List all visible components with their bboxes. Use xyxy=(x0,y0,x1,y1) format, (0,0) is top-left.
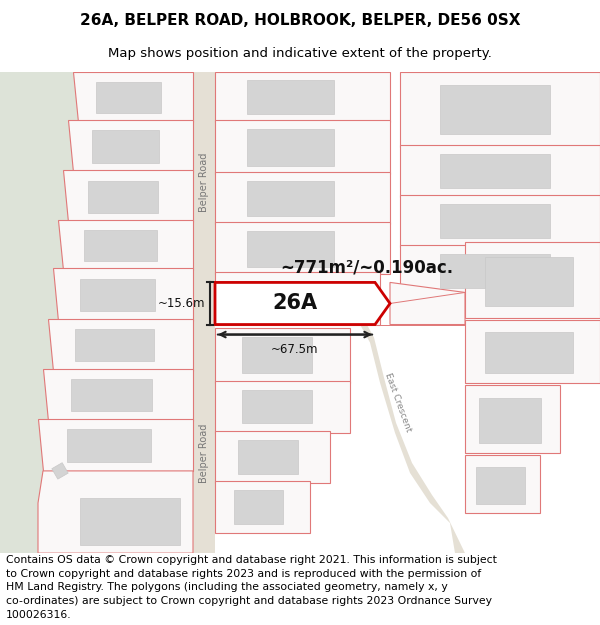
Polygon shape xyxy=(247,181,334,216)
Polygon shape xyxy=(476,466,525,504)
Text: Map shows position and indicative extent of the property.: Map shows position and indicative extent… xyxy=(108,48,492,61)
Polygon shape xyxy=(68,120,193,172)
Polygon shape xyxy=(215,272,380,324)
Text: ~15.6m: ~15.6m xyxy=(157,297,205,310)
Polygon shape xyxy=(215,120,390,174)
Polygon shape xyxy=(53,268,193,321)
Polygon shape xyxy=(238,439,298,474)
Polygon shape xyxy=(96,82,161,113)
Polygon shape xyxy=(400,246,600,298)
Polygon shape xyxy=(242,389,312,423)
Polygon shape xyxy=(215,431,330,483)
Polygon shape xyxy=(58,220,193,271)
Polygon shape xyxy=(0,72,110,553)
Text: ~67.5m: ~67.5m xyxy=(271,342,319,356)
Polygon shape xyxy=(215,328,350,382)
Polygon shape xyxy=(400,145,600,198)
Polygon shape xyxy=(465,242,600,318)
Polygon shape xyxy=(479,398,541,442)
Polygon shape xyxy=(193,72,215,318)
Polygon shape xyxy=(440,254,550,288)
Polygon shape xyxy=(215,172,390,224)
Polygon shape xyxy=(0,72,75,553)
Polygon shape xyxy=(440,84,550,134)
Polygon shape xyxy=(73,72,193,122)
Polygon shape xyxy=(43,369,193,421)
Polygon shape xyxy=(465,384,560,453)
Polygon shape xyxy=(485,332,573,373)
Polygon shape xyxy=(485,258,573,306)
Polygon shape xyxy=(247,81,334,114)
Text: 26A: 26A xyxy=(272,294,317,314)
Polygon shape xyxy=(348,304,465,553)
Bar xyxy=(52,462,68,479)
Polygon shape xyxy=(234,490,283,524)
Polygon shape xyxy=(63,170,193,222)
Polygon shape xyxy=(247,129,334,166)
Polygon shape xyxy=(215,282,390,324)
Text: 26A, BELPER ROAD, HOLBROOK, BELPER, DE56 0SX: 26A, BELPER ROAD, HOLBROOK, BELPER, DE56… xyxy=(80,12,520,28)
Polygon shape xyxy=(48,319,193,371)
Polygon shape xyxy=(88,181,158,213)
Text: Belper Road: Belper Road xyxy=(199,423,209,483)
Polygon shape xyxy=(215,72,390,122)
Text: ~771m²/~0.190ac.: ~771m²/~0.190ac. xyxy=(280,258,453,276)
Polygon shape xyxy=(440,204,550,238)
Polygon shape xyxy=(193,318,215,553)
Polygon shape xyxy=(247,231,334,267)
Polygon shape xyxy=(76,329,154,361)
Text: East Crescent: East Crescent xyxy=(383,372,413,434)
Polygon shape xyxy=(465,319,600,382)
Polygon shape xyxy=(440,154,550,188)
Text: Contains OS data © Crown copyright and database right 2021. This information is : Contains OS data © Crown copyright and d… xyxy=(6,555,497,619)
Text: Belper Road: Belper Road xyxy=(199,152,209,212)
Polygon shape xyxy=(245,281,327,317)
Polygon shape xyxy=(38,419,193,471)
Polygon shape xyxy=(80,498,180,545)
Polygon shape xyxy=(242,337,312,372)
Polygon shape xyxy=(400,195,600,248)
Polygon shape xyxy=(80,279,155,311)
Polygon shape xyxy=(71,379,152,411)
Polygon shape xyxy=(390,282,465,324)
Polygon shape xyxy=(400,72,600,147)
Polygon shape xyxy=(465,455,540,513)
Polygon shape xyxy=(92,131,160,162)
Polygon shape xyxy=(67,429,151,461)
Polygon shape xyxy=(83,230,157,261)
Polygon shape xyxy=(215,481,310,533)
Polygon shape xyxy=(38,471,193,553)
Polygon shape xyxy=(215,222,390,274)
Polygon shape xyxy=(215,381,350,432)
